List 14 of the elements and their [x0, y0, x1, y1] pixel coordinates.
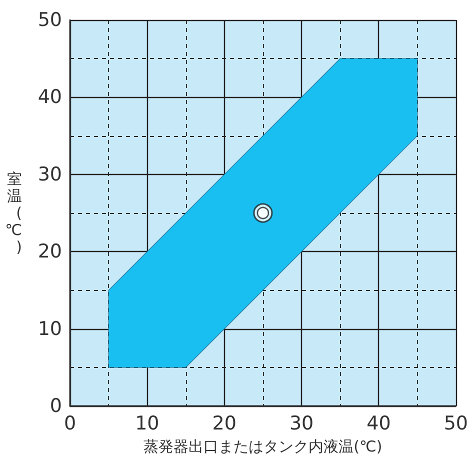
- x-tick-label: 20: [212, 412, 236, 434]
- y-tick-label: 20: [38, 240, 62, 263]
- y-tick-label: 30: [38, 163, 62, 186]
- y-tick-label: 40: [38, 86, 62, 108]
- x-tick-label: 50: [444, 412, 468, 434]
- y-tick-label: 0: [50, 395, 62, 417]
- x-tick-label: 0: [64, 412, 76, 434]
- y-tick-label: 50: [38, 9, 62, 31]
- x-tick-label: 30: [289, 412, 314, 434]
- y-tick-label: 10: [38, 318, 62, 340]
- x-tick-label: 40: [366, 412, 391, 434]
- x-tick-label: 10: [135, 412, 160, 434]
- x-axis-title: 蒸発器出口またはタンク内液温(℃): [144, 437, 382, 456]
- y-axis-title: 室温(℃): [5, 170, 22, 256]
